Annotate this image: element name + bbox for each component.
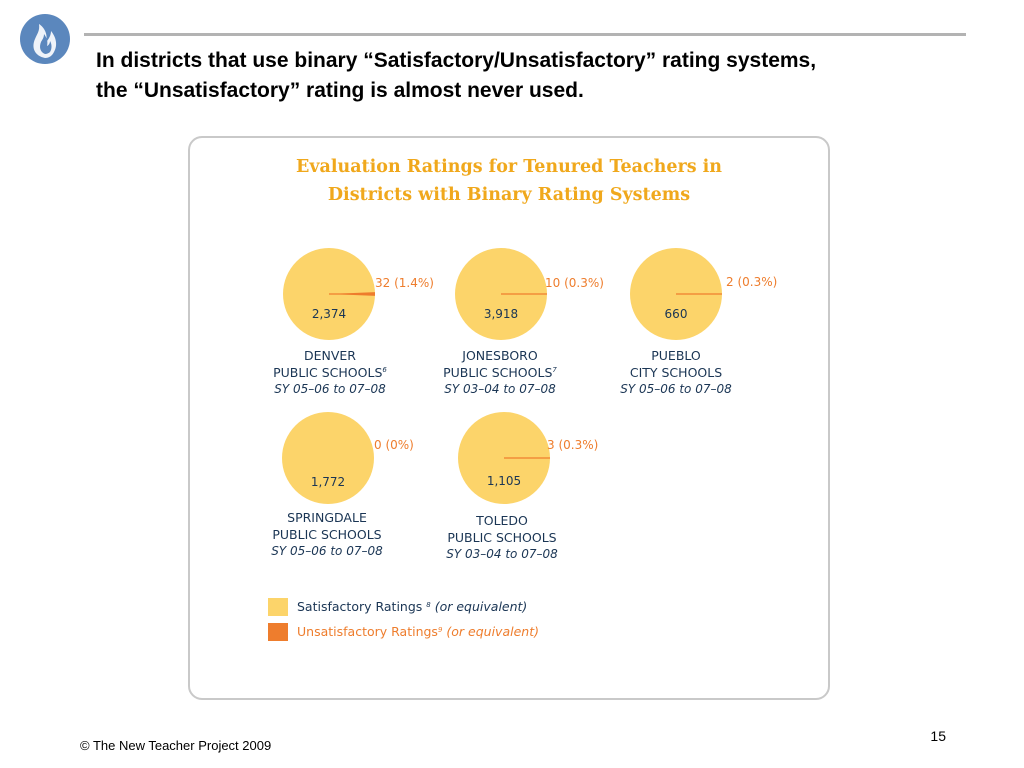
pie-label-unsatisfactory: 10 (0.3%) [545,276,604,290]
pie-label-satisfactory: 2,374 [312,307,346,321]
headline-line-1: In districts that use binary “Satisfacto… [96,49,817,72]
pie-label-satisfactory: 660 [665,307,688,321]
district-name-line-2: PUBLIC SCHOOLS [272,527,382,542]
chart-title-line-2: Districts with Binary Rating Systems [327,185,691,205]
page-number: 15 [930,728,946,744]
pie-label-unsatisfactory: 3 (0.3%) [547,438,598,452]
pie-jonesboro: 3,918 10 (0.3%) [455,248,604,340]
pie-pueblo: 660 2 (0.3%) [630,248,777,340]
pie-label-satisfactory: 3,918 [484,307,518,321]
district-label-denver: DENVER PUBLIC SCHOOLS6 SY 05–06 to 07–08 [250,347,410,398]
headline-line-2: the “Unsatisfactory” rating is almost ne… [96,79,584,102]
district-period: SY 05–06 to 07–08 [271,544,383,558]
district-name-line-2: PUBLIC SCHOOLS [447,530,557,545]
district-period: SY 03–04 to 07–08 [444,382,556,396]
chart-title: Evaluation Ratings for Tenured Teachers … [188,153,830,209]
copyright-text: © The New Teacher Project 2009 [80,738,272,753]
pie-label-satisfactory: 1,105 [487,474,521,488]
district-name: DENVER [303,348,356,363]
district-name-line-2: PUBLIC SCHOOLS7 [443,365,557,380]
chart-title-line-1: Evaluation Ratings for Tenured Teachers … [295,157,723,177]
legend-label-satisfactory: Satisfactory Ratings 8 (or equivalent) [297,599,528,614]
district-period: SY 03–04 to 07–08 [446,547,558,561]
pie-label-unsatisfactory: 32 (1.4%) [375,276,434,290]
pie-slice-satisfactory [282,412,374,504]
district-name-line-2: CITY SCHOOLS [629,365,723,380]
district-label-toledo: TOLEDO PUBLIC SCHOOLS SY 03–04 to 07–08 [422,512,582,563]
district-name: SPRINGDALE [287,510,367,525]
pie-toledo: 1,105 3 (0.3%) [458,412,598,504]
pie-springdale: 1,772 0 (0%) [282,412,414,504]
pie-denver: 2,374 32 (1.4%) [283,248,434,340]
legend-swatch-unsatisfactory [268,623,288,641]
district-label-springdale: SPRINGDALE PUBLIC SCHOOLS SY 05–06 to 07… [247,509,407,560]
district-period: SY 05–06 to 07–08 [274,382,386,396]
district-period: SY 05–06 to 07–08 [620,382,732,396]
legend-label-unsatisfactory: Unsatisfactory Ratings9 (or equivalent) [297,624,539,639]
legend-swatch-satisfactory [268,598,288,616]
district-label-jonesboro: JONESBORO PUBLIC SCHOOLS7 SY 03–04 to 07… [420,347,580,398]
pie-label-unsatisfactory: 2 (0.3%) [726,275,777,289]
district-name: JONESBORO [462,348,538,363]
district-name-line-2: PUBLIC SCHOOLS6 [273,365,387,380]
pie-label-unsatisfactory: 0 (0%) [374,438,414,452]
pie-label-satisfactory: 1,772 [311,475,345,489]
header-rule [84,33,966,36]
district-name: PUEBLO [651,348,701,363]
slide-headline: In districts that use binary “Satisfacto… [96,46,996,106]
flame-logo-icon [20,14,70,64]
district-label-pueblo: PUEBLO CITY SCHOOLS SY 05–06 to 07–08 [596,347,756,398]
footnote-marker: 7 [552,366,557,374]
footnote-marker: 6 [382,366,387,374]
district-name: TOLEDO [476,513,528,528]
